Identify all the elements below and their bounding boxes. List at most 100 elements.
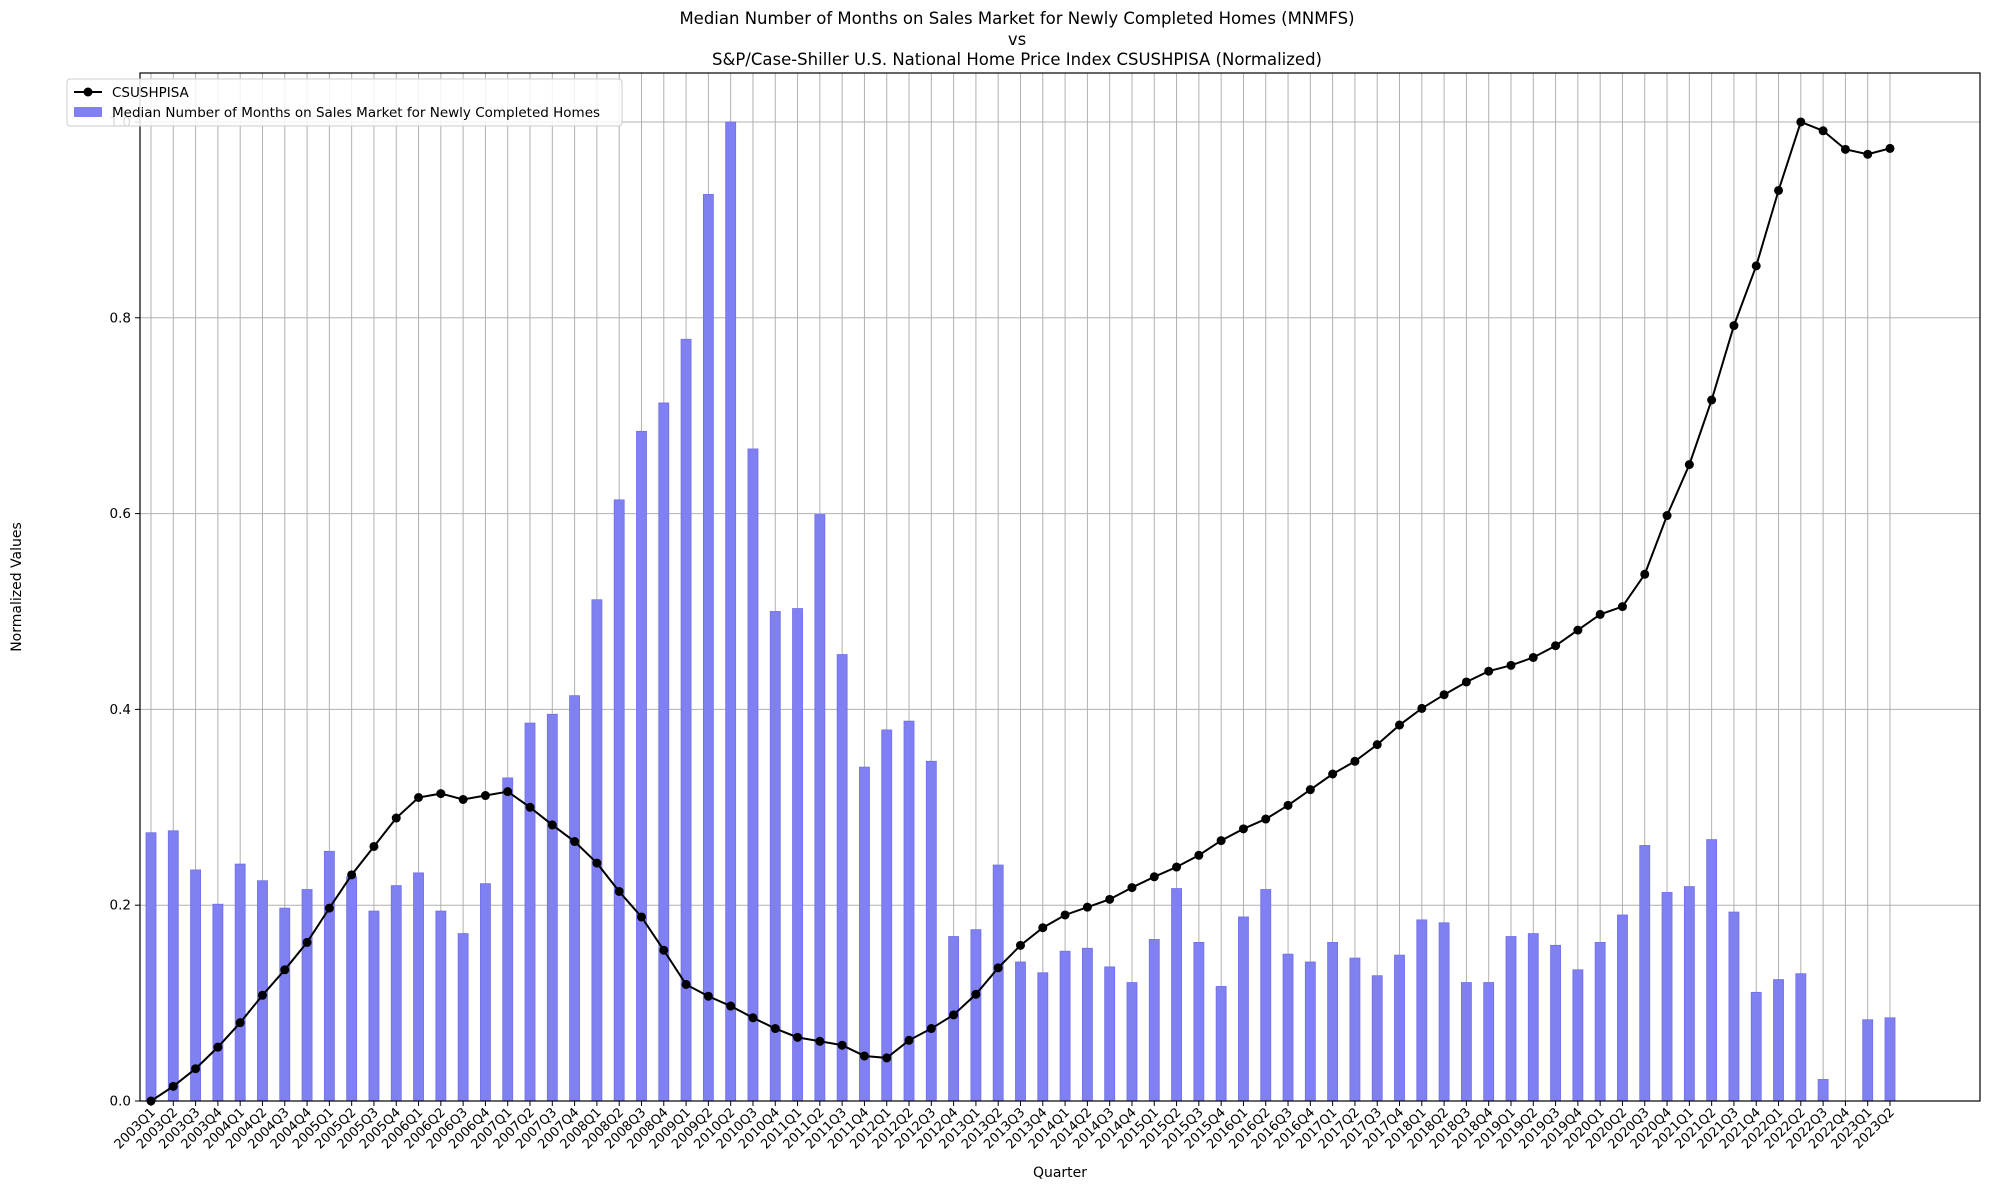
title-line-1: Median Number of Months on Sales Market … — [679, 9, 1354, 28]
bar — [1059, 950, 1071, 1102]
point — [235, 1018, 245, 1028]
point — [324, 903, 334, 913]
x-axis: 2003Q12003Q22003Q32003Q42004Q12004Q22004… — [112, 1101, 1898, 1152]
bar — [925, 760, 937, 1102]
bar — [1862, 1019, 1874, 1102]
bar — [725, 121, 737, 1102]
bar — [457, 933, 469, 1102]
point — [993, 963, 1003, 973]
bar — [1505, 936, 1517, 1102]
bar — [1394, 954, 1405, 1102]
point — [525, 802, 535, 812]
point — [1417, 703, 1427, 713]
y-tick-label: 0.2 — [110, 898, 131, 914]
point — [882, 1053, 892, 1063]
point — [703, 991, 713, 1001]
point — [815, 1036, 825, 1046]
bar — [1750, 991, 1762, 1102]
bar — [390, 885, 402, 1102]
point — [1774, 185, 1784, 195]
bar — [167, 830, 179, 1102]
bar — [368, 910, 380, 1102]
bar — [323, 850, 335, 1102]
bar — [1639, 845, 1651, 1102]
point — [1461, 677, 1471, 687]
point — [1149, 872, 1159, 882]
bar — [502, 777, 514, 1102]
bar — [1728, 911, 1740, 1102]
point — [904, 1035, 914, 1045]
point — [257, 990, 267, 1000]
bar — [792, 608, 803, 1102]
plot-frame — [139, 72, 1981, 1102]
point — [1818, 126, 1828, 136]
point — [570, 837, 580, 847]
point — [458, 794, 468, 804]
point — [1751, 261, 1761, 271]
bar — [1104, 966, 1116, 1102]
point — [1840, 144, 1850, 154]
point — [1328, 769, 1338, 779]
bar — [1773, 979, 1784, 1102]
y-tick-label: 0.6 — [110, 506, 131, 522]
point — [1350, 756, 1360, 766]
point — [436, 789, 446, 799]
bar — [346, 876, 358, 1102]
legend: CSUSHPISA Median Number of Months on Sal… — [66, 78, 623, 127]
point — [748, 1013, 758, 1023]
point — [503, 787, 513, 797]
point — [1261, 814, 1271, 824]
bar — [702, 194, 714, 1102]
bar — [1683, 886, 1695, 1102]
point — [1729, 321, 1739, 331]
y-tick-label: 0.8 — [110, 310, 131, 326]
point — [1640, 569, 1650, 579]
title-line-3: S&P/Case-Shiller U.S. National Home Pric… — [712, 50, 1322, 69]
point — [1082, 902, 1092, 912]
legend-box — [66, 78, 623, 127]
bar — [1327, 941, 1339, 1102]
point — [302, 937, 312, 947]
point — [1016, 940, 1025, 950]
bar — [1438, 922, 1450, 1102]
legend-line-marker — [83, 87, 93, 97]
bar — [145, 832, 157, 1102]
y-axis-label: Normalized Values — [9, 522, 25, 652]
point — [1216, 836, 1226, 846]
bar — [435, 910, 447, 1102]
point — [726, 1001, 736, 1011]
point — [168, 1081, 178, 1091]
point — [859, 1051, 869, 1061]
bar — [658, 402, 670, 1102]
bar — [1171, 888, 1182, 1102]
bar — [480, 883, 491, 1102]
bar — [1795, 973, 1807, 1102]
bar — [1371, 975, 1383, 1102]
point — [1573, 625, 1583, 635]
bar — [1884, 1017, 1896, 1102]
bar — [279, 907, 291, 1102]
bar — [1148, 939, 1160, 1102]
point — [1617, 602, 1627, 612]
point — [681, 979, 691, 989]
point — [414, 792, 424, 802]
point — [837, 1040, 847, 1050]
point — [369, 841, 379, 851]
bar — [1416, 919, 1428, 1102]
bar — [1081, 947, 1093, 1102]
bar — [1260, 889, 1272, 1102]
point — [1439, 690, 1449, 700]
bar — [1193, 941, 1205, 1102]
bar — [1460, 982, 1472, 1102]
bar — [814, 514, 826, 1102]
bar — [569, 695, 581, 1102]
point — [1662, 511, 1672, 521]
y-axis: 0.00.20.40.60.81.0 — [110, 114, 140, 1110]
bar — [234, 863, 246, 1102]
point — [1707, 395, 1717, 405]
bar — [1527, 933, 1539, 1102]
bar — [301, 889, 313, 1102]
point — [1863, 149, 1873, 159]
y-tick-label: 0.4 — [110, 702, 131, 718]
